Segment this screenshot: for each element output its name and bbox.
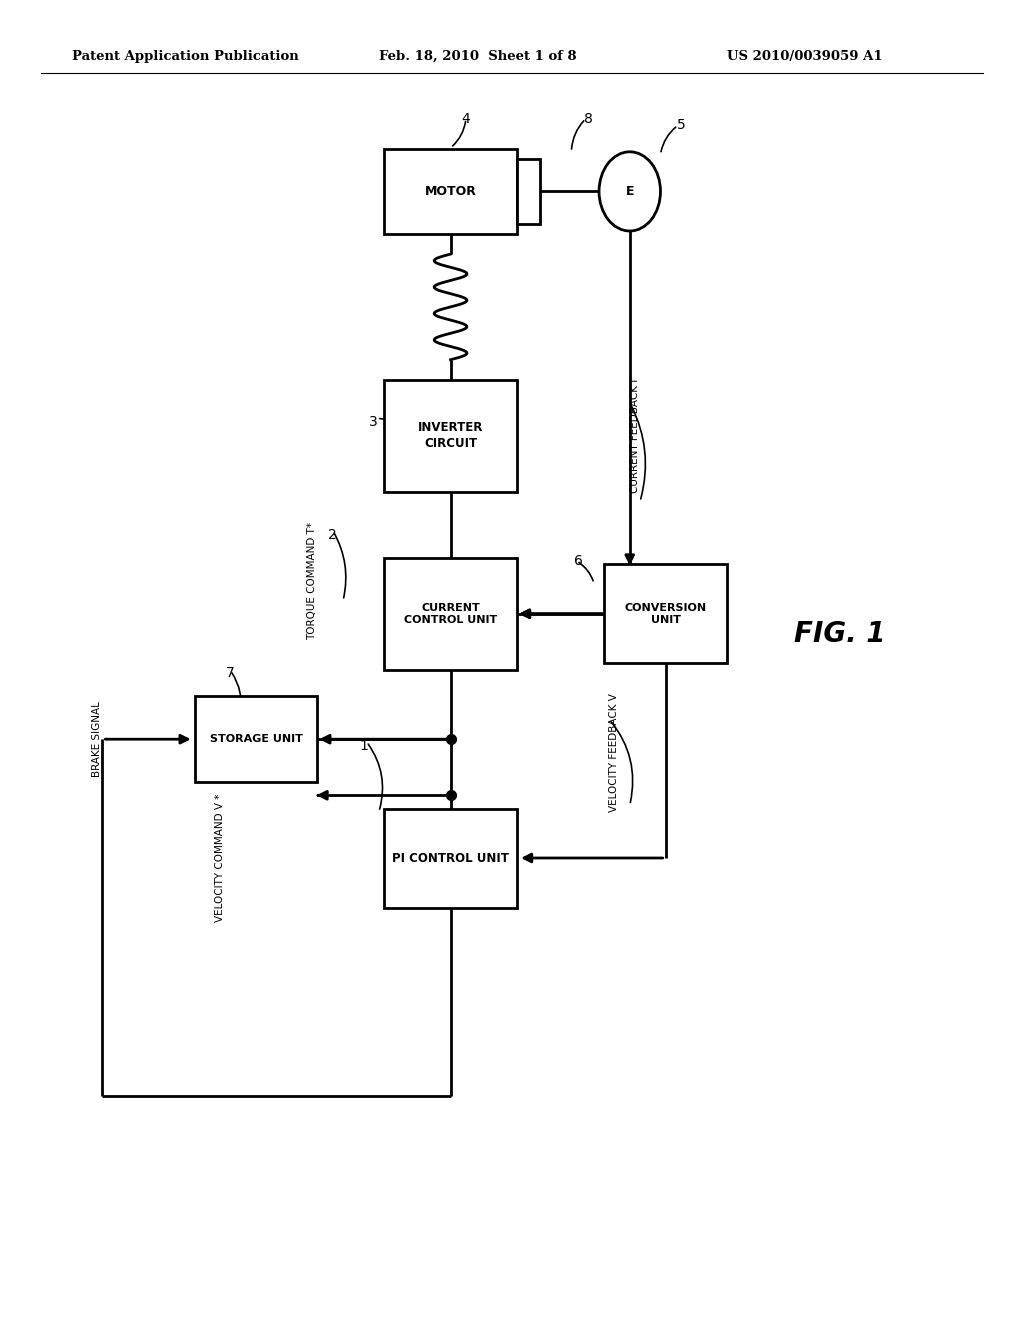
Bar bbox=[384, 557, 517, 671]
Text: CURRENT
CONTROL UNIT: CURRENT CONTROL UNIT bbox=[403, 603, 498, 624]
Text: PI CONTROL UNIT: PI CONTROL UNIT bbox=[392, 851, 509, 865]
Bar bbox=[517, 158, 540, 223]
Text: 3: 3 bbox=[370, 416, 378, 429]
Text: BRAKE SIGNAL: BRAKE SIGNAL bbox=[92, 701, 102, 777]
Text: INVERTER
CIRCUIT: INVERTER CIRCUIT bbox=[418, 421, 483, 450]
Bar bbox=[384, 808, 517, 908]
Bar bbox=[604, 565, 727, 663]
Text: 6: 6 bbox=[574, 554, 583, 568]
Text: 4: 4 bbox=[462, 112, 470, 125]
Text: VELOCITY COMMAND V *: VELOCITY COMMAND V * bbox=[215, 793, 225, 923]
Text: CURRENT FEEDBACK I: CURRENT FEEDBACK I bbox=[630, 379, 640, 492]
Text: VELOCITY FEEDBACK V: VELOCITY FEEDBACK V bbox=[609, 693, 620, 812]
Text: 1: 1 bbox=[359, 739, 368, 752]
Text: FIG. 1: FIG. 1 bbox=[794, 619, 886, 648]
Text: 5: 5 bbox=[677, 119, 685, 132]
Text: 7: 7 bbox=[226, 667, 234, 680]
Text: Patent Application Publication: Patent Application Publication bbox=[72, 50, 298, 63]
Bar bbox=[384, 149, 517, 235]
Bar bbox=[195, 697, 317, 781]
Text: TORQUE COMMAND T*: TORQUE COMMAND T* bbox=[307, 521, 317, 640]
Text: 8: 8 bbox=[585, 112, 593, 125]
Text: Feb. 18, 2010  Sheet 1 of 8: Feb. 18, 2010 Sheet 1 of 8 bbox=[379, 50, 577, 63]
Text: US 2010/0039059 A1: US 2010/0039059 A1 bbox=[727, 50, 883, 63]
Text: 2: 2 bbox=[329, 528, 337, 541]
Text: STORAGE UNIT: STORAGE UNIT bbox=[210, 734, 302, 744]
Text: CONVERSION
UNIT: CONVERSION UNIT bbox=[625, 603, 707, 624]
Bar bbox=[384, 380, 517, 491]
Text: E: E bbox=[626, 185, 634, 198]
Text: MOTOR: MOTOR bbox=[425, 185, 476, 198]
Circle shape bbox=[599, 152, 660, 231]
